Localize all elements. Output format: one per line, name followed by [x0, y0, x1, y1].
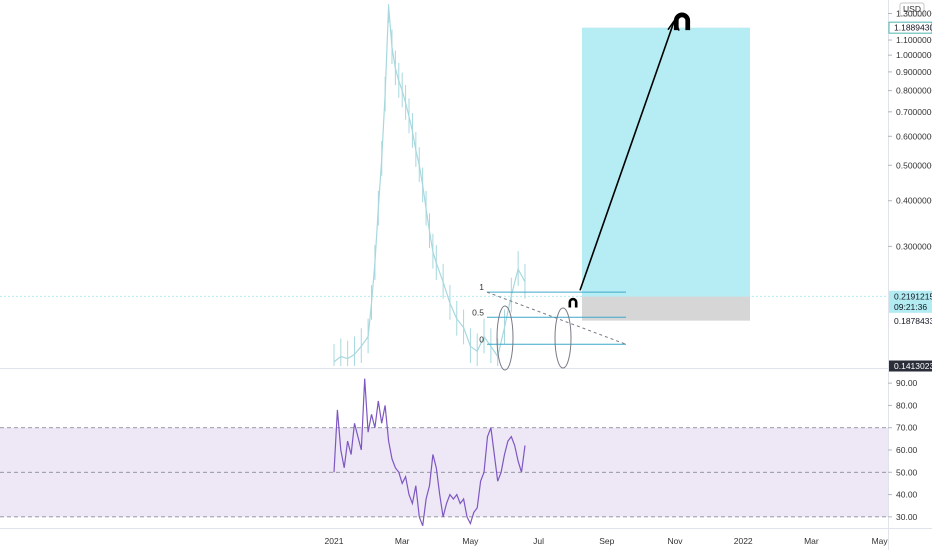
highlight-ellipse[interactable] [554, 307, 572, 369]
fib-level-label: 1 [479, 282, 484, 292]
rsi-tick-label: 90.00 [896, 378, 918, 388]
time-tick-label: Sep [599, 536, 614, 546]
price-badge [889, 290, 932, 313]
rsi-tick-label: 70.00 [896, 423, 918, 433]
rsi-axis[interactable]: 90.00 80.00 70.00 60.00 50.00 40.00 30.00 [888, 378, 918, 522]
price-badge-label: 1.18894301 [894, 23, 932, 33]
price-badge [889, 315, 932, 327]
price-tick-label: 0.30000000 [896, 241, 932, 251]
magnet-icon [673, 12, 691, 31]
price-tick-label: 0.80000000 [896, 86, 932, 96]
price-line[interactable] [333, 6, 526, 363]
fib-level-label: 0 [479, 334, 484, 344]
price-badge-label: 0.18784338 [894, 316, 932, 326]
price-tick-label: 0.40000000 [896, 196, 932, 206]
price-tick-label: 1.30000000 [896, 8, 932, 18]
rsi-tick-label: 60.00 [896, 445, 918, 455]
time-tick-label: Nov [667, 536, 683, 546]
time-tick-label: Mar [804, 536, 819, 546]
rsi-line[interactable] [333, 378, 526, 527]
magnet-icon-shape [673, 12, 691, 31]
time-axis[interactable]: 2021 Mar May Jul Sep Nov 2022 Mar May [325, 536, 889, 546]
time-tick-label: May [462, 536, 479, 546]
price-badges: 1.18894301 0.2191215709:21:36 0.18784338 0.… [888, 21, 932, 372]
rsi-tick-label: 50.00 [896, 467, 918, 477]
price-tick-label: 1.00000000 [896, 50, 932, 60]
price-badge-label: 0.14130231 [894, 361, 932, 371]
magnet-icon-shape [568, 297, 578, 308]
price-badge-countdown: 09:21:36 [894, 302, 927, 312]
price-badge [889, 360, 932, 372]
price-tick-label: 0.70000000 [896, 107, 932, 117]
price-tick-label: 0.60000000 [896, 131, 932, 141]
rsi-tick-label: 30.00 [896, 512, 918, 522]
time-tick-label: Jul [533, 536, 544, 546]
projection-arrow[interactable] [579, 21, 675, 291]
time-tick-label: 2022 [734, 536, 753, 546]
highlight-ellipse[interactable] [496, 305, 514, 371]
currency-label: USD [903, 4, 921, 14]
time-tick-label: Mar [395, 536, 410, 546]
currency-box [899, 2, 925, 17]
rsi-tick-label: 80.00 [896, 400, 918, 410]
time-tick-label: May [872, 536, 889, 546]
price-tick-label: 0.50000000 [896, 160, 932, 170]
rsi-tick-label: 40.00 [896, 490, 918, 500]
price-badge-label: 0.21912157 [894, 291, 932, 301]
stop-zone[interactable] [582, 296, 750, 321]
rsi-pane[interactable] [0, 378, 888, 527]
fib-level-label: 0.5 [472, 307, 484, 317]
target-zone[interactable] [582, 27, 750, 297]
drawings[interactable]: 10.50 [472, 12, 691, 371]
price-tick-label: 0.90000000 [896, 67, 932, 77]
time-tick-label: 2021 [325, 536, 344, 546]
magnet-icon [568, 297, 578, 308]
price-badge [888, 21, 932, 34]
price-tick-label: 1.10000000 [896, 35, 932, 45]
